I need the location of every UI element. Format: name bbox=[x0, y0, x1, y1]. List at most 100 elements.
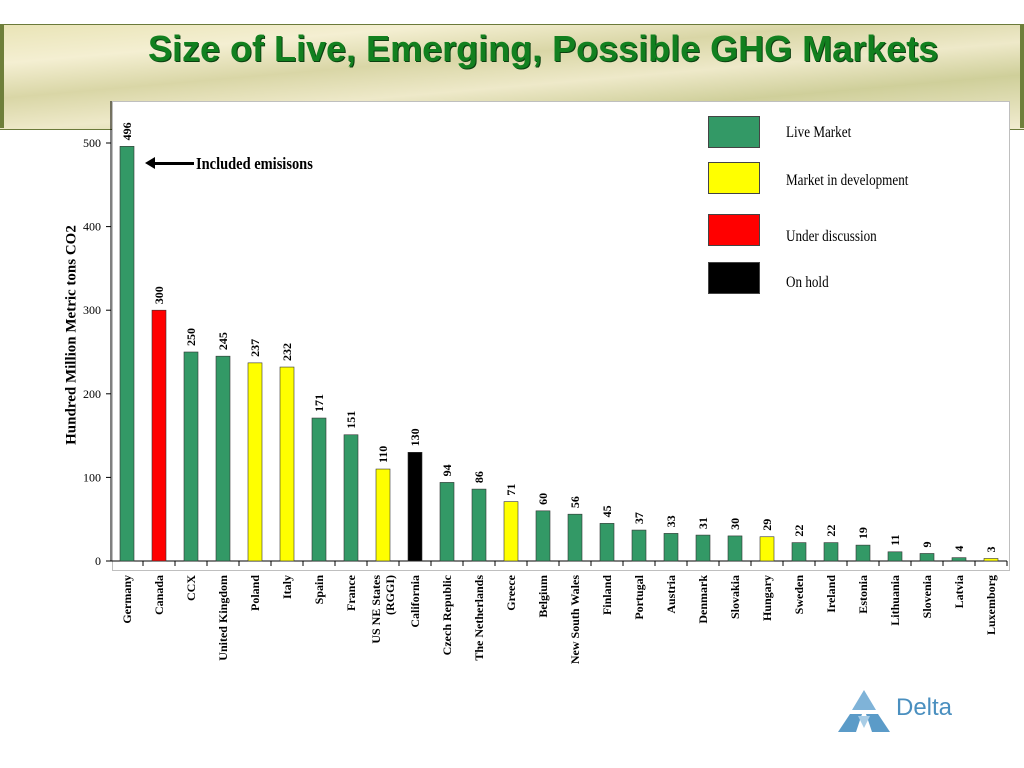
category-label: The Netherlands bbox=[472, 575, 486, 661]
category-label: California bbox=[408, 575, 422, 628]
bar-value-label: 3 bbox=[984, 546, 998, 552]
bar-23 bbox=[855, 544, 871, 562]
category-label: Austria bbox=[664, 575, 678, 614]
category-label: Spain bbox=[312, 575, 326, 605]
legend-swatch-development bbox=[708, 162, 760, 194]
bar-value-label: 110 bbox=[376, 446, 390, 463]
bar-18 bbox=[695, 534, 711, 562]
bar-12 bbox=[503, 501, 519, 562]
legend-item-development: Market in development bbox=[708, 162, 1008, 196]
category-label: Denmark bbox=[696, 575, 710, 624]
bar-value-label: 22 bbox=[824, 525, 838, 537]
y-tick-label: 100 bbox=[83, 470, 101, 484]
bar-7 bbox=[343, 434, 359, 562]
bar-5 bbox=[279, 366, 295, 562]
bar-value-label: 31 bbox=[696, 517, 710, 529]
logo-text: Delta bbox=[896, 694, 953, 721]
arrow-line bbox=[152, 162, 194, 165]
bar-1 bbox=[151, 309, 167, 562]
bar-value-label: 245 bbox=[216, 332, 230, 350]
bar-17 bbox=[663, 533, 679, 562]
bar-value-label: 22 bbox=[792, 525, 806, 537]
bar-value-label: 250 bbox=[184, 328, 198, 346]
y-tick-label: 400 bbox=[83, 220, 101, 234]
bar-value-label: 30 bbox=[728, 518, 742, 530]
bar-value-label: 496 bbox=[120, 122, 134, 140]
bar-value-label: 37 bbox=[632, 512, 646, 524]
legend-swatch-discussion bbox=[708, 214, 760, 246]
bar-value-label: 237 bbox=[248, 339, 262, 357]
bar-value-label: 45 bbox=[600, 505, 614, 517]
banner-left-edge bbox=[0, 24, 4, 128]
category-label: Finland bbox=[600, 575, 614, 615]
category-label: Greece bbox=[504, 574, 518, 610]
bar-8 bbox=[375, 468, 391, 562]
category-label: United Kingdom bbox=[216, 575, 230, 661]
category-label: Poland bbox=[248, 575, 262, 611]
category-label: Hungary bbox=[760, 575, 774, 621]
delta-logo-icon bbox=[838, 690, 890, 732]
legend-label-hold: On hold bbox=[786, 274, 829, 291]
legend-item-discussion: Under discussion bbox=[708, 214, 1008, 248]
legend-label-discussion: Under discussion bbox=[786, 228, 877, 245]
bar-22 bbox=[823, 542, 839, 562]
category-label: US NE States bbox=[369, 575, 383, 644]
category-label: Canada bbox=[152, 575, 166, 615]
bar-27 bbox=[983, 558, 999, 562]
bar-25 bbox=[919, 553, 935, 562]
y-tick-label: 500 bbox=[83, 136, 101, 150]
category-label: Slovenia bbox=[920, 575, 934, 618]
legend-swatch-hold bbox=[708, 262, 760, 294]
bar-value-label: 151 bbox=[344, 411, 358, 429]
bar-26 bbox=[951, 557, 967, 562]
bar-value-label: 60 bbox=[536, 493, 550, 505]
category-label: CCX bbox=[184, 575, 198, 601]
arrow-head-icon bbox=[145, 157, 155, 169]
y-axis-label: Hundred Million Metric tons CO2 bbox=[63, 225, 80, 445]
legend-label-live: Live Market bbox=[786, 124, 852, 141]
bar-value-label: 130 bbox=[408, 428, 422, 446]
bar-value-label: 33 bbox=[664, 515, 678, 527]
bar-value-label: 19 bbox=[856, 527, 870, 539]
y-tick-label: 200 bbox=[83, 387, 101, 401]
category-label: Latvia bbox=[952, 575, 966, 608]
bar-20 bbox=[759, 536, 775, 562]
bar-value-label: 4 bbox=[952, 546, 966, 552]
category-label: New South Wales bbox=[568, 575, 582, 664]
bar-value-label: 11 bbox=[888, 534, 902, 545]
bar-13 bbox=[535, 510, 551, 562]
bar-0 bbox=[119, 146, 135, 562]
category-label: Portugal bbox=[632, 574, 646, 619]
bar-10 bbox=[439, 482, 455, 562]
legend-item-live: Live Market bbox=[708, 116, 1008, 150]
included-emissions-annotation: Included emisisons bbox=[196, 154, 313, 173]
category-label: Belgium bbox=[536, 575, 550, 618]
category-label: France bbox=[344, 574, 358, 611]
y-tick-label: 300 bbox=[83, 303, 101, 317]
bar-15 bbox=[599, 523, 615, 562]
bar-value-label: 86 bbox=[472, 471, 486, 483]
legend-swatch-live bbox=[708, 116, 760, 148]
bar-value-label: 300 bbox=[152, 286, 166, 304]
bar-9 bbox=[407, 452, 423, 562]
category-label: (RGGI) bbox=[383, 575, 397, 615]
bar-14 bbox=[567, 513, 583, 562]
bar-value-label: 71 bbox=[504, 484, 518, 496]
bar-value-label: 29 bbox=[760, 519, 774, 531]
bar-24 bbox=[887, 551, 903, 562]
category-label: Czech Republic bbox=[440, 574, 454, 655]
legend-item-hold: On hold bbox=[708, 262, 1008, 296]
category-label: Italy bbox=[280, 575, 294, 599]
legend-label-development: Market in development bbox=[786, 172, 909, 189]
y-tick-label: 0 bbox=[95, 554, 101, 568]
banner-right-edge bbox=[1020, 24, 1024, 128]
bar-3 bbox=[215, 355, 231, 562]
delta-logo: Delta bbox=[836, 688, 976, 734]
bar-6 bbox=[311, 417, 327, 562]
bar-21 bbox=[791, 542, 807, 562]
category-label: Estonia bbox=[856, 575, 870, 614]
bar-value-label: 94 bbox=[440, 464, 454, 476]
bar-19 bbox=[727, 535, 743, 562]
category-label: Germany bbox=[120, 575, 134, 624]
